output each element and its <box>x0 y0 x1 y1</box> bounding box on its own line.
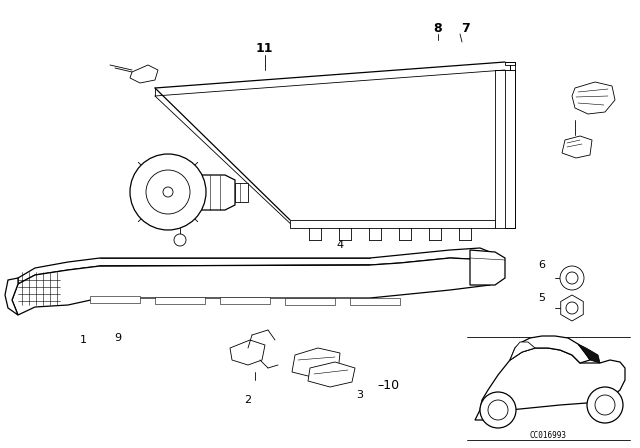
Text: 8: 8 <box>434 22 442 34</box>
Circle shape <box>146 170 190 214</box>
Text: –10: –10 <box>377 379 399 392</box>
Text: 1: 1 <box>79 335 86 345</box>
Circle shape <box>566 302 578 314</box>
Polygon shape <box>195 175 235 210</box>
Polygon shape <box>505 62 515 228</box>
Text: CC016993: CC016993 <box>529 431 566 439</box>
Polygon shape <box>578 344 600 363</box>
Text: 4: 4 <box>337 240 344 250</box>
Polygon shape <box>5 278 18 315</box>
Polygon shape <box>475 348 625 420</box>
Polygon shape <box>470 250 505 285</box>
Polygon shape <box>12 258 495 315</box>
Polygon shape <box>18 248 490 284</box>
Polygon shape <box>561 295 583 321</box>
Polygon shape <box>292 348 340 378</box>
Circle shape <box>566 272 578 284</box>
Polygon shape <box>130 65 158 83</box>
Circle shape <box>130 154 206 230</box>
Circle shape <box>488 400 508 420</box>
Polygon shape <box>308 362 355 387</box>
Polygon shape <box>290 220 495 228</box>
Text: 6: 6 <box>538 260 545 270</box>
Text: 3: 3 <box>356 390 364 400</box>
Circle shape <box>587 387 623 423</box>
Circle shape <box>560 266 584 290</box>
Text: 9: 9 <box>115 333 122 343</box>
Polygon shape <box>155 297 205 303</box>
Polygon shape <box>285 297 335 305</box>
Circle shape <box>174 234 186 246</box>
Polygon shape <box>510 342 535 360</box>
Text: 5: 5 <box>538 293 545 303</box>
Polygon shape <box>90 296 140 303</box>
Polygon shape <box>572 82 615 114</box>
Circle shape <box>595 395 615 415</box>
Polygon shape <box>350 298 400 305</box>
Polygon shape <box>230 340 265 365</box>
Polygon shape <box>220 297 270 304</box>
Polygon shape <box>235 183 248 202</box>
Circle shape <box>163 187 173 197</box>
Text: 2: 2 <box>244 395 252 405</box>
Polygon shape <box>510 336 590 363</box>
Text: 7: 7 <box>461 22 469 34</box>
Circle shape <box>480 392 516 428</box>
Polygon shape <box>562 136 592 158</box>
Text: 11: 11 <box>255 42 273 55</box>
